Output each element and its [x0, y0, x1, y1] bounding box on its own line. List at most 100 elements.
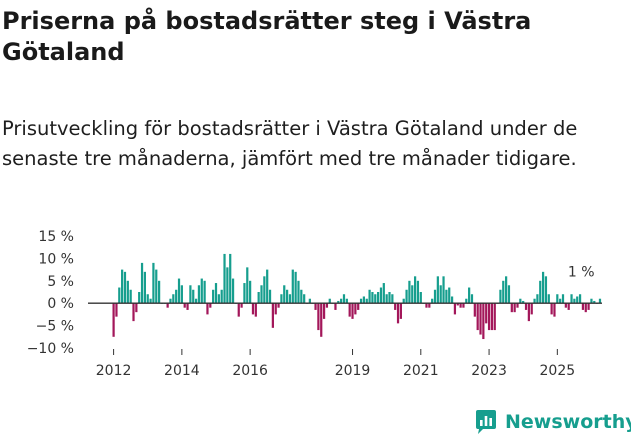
- x-tick-label: 2016: [232, 363, 268, 379]
- bar: [368, 289, 371, 304]
- bar: [220, 289, 223, 304]
- x-tick-label: 2019: [335, 363, 371, 379]
- bar: [587, 303, 590, 310]
- bar: [322, 303, 326, 319]
- bar: [285, 289, 289, 304]
- bar: [584, 303, 587, 313]
- bar: [402, 298, 405, 304]
- bar: [155, 269, 158, 304]
- bar: [183, 303, 186, 308]
- bar: [175, 289, 178, 304]
- bar: [123, 271, 127, 304]
- bar: [590, 298, 593, 304]
- bar: [212, 289, 215, 304]
- bar: [578, 294, 582, 304]
- bar: [192, 289, 195, 304]
- bar: [428, 303, 431, 308]
- bar: [519, 298, 522, 304]
- bar: [570, 294, 573, 304]
- x-tick-label: 2025: [540, 363, 576, 379]
- x-tick-label: 2021: [403, 363, 439, 379]
- bar: [177, 278, 181, 304]
- bar: [138, 292, 141, 304]
- latest-value-annotation: 1 %: [568, 265, 595, 281]
- bar: [206, 303, 209, 315]
- bar: [334, 303, 337, 310]
- bar: [189, 285, 192, 304]
- bar: [490, 303, 494, 331]
- y-tick-label: 10 %: [38, 251, 74, 267]
- bar: [328, 298, 331, 304]
- bar: [547, 294, 550, 304]
- bar: [359, 298, 363, 304]
- bar: [229, 253, 232, 304]
- bar: [268, 289, 272, 304]
- bar: [214, 283, 218, 304]
- bar: [468, 287, 471, 304]
- y-tick-label: 0 %: [47, 296, 74, 312]
- bar: [388, 292, 391, 304]
- bar: [118, 287, 121, 304]
- bar: [203, 280, 206, 304]
- bar: [399, 303, 402, 319]
- bar: [462, 303, 465, 308]
- bar: [371, 292, 374, 304]
- bar: [146, 294, 149, 304]
- bar: [194, 298, 198, 304]
- bar: [408, 280, 411, 304]
- bar: [541, 271, 545, 304]
- bar: [169, 298, 172, 304]
- bar: [450, 296, 454, 304]
- bar: [143, 271, 146, 304]
- bar: [459, 303, 462, 308]
- chart-title: Priserna på bostadsrätter steg i Västra …: [2, 7, 532, 66]
- bar: [425, 303, 428, 308]
- bar: [448, 287, 451, 304]
- bar: [522, 300, 525, 304]
- bar: [553, 303, 556, 317]
- chart-subtitle: Prisutveckling för bostadsrätter i Västr…: [2, 117, 578, 170]
- bar: [453, 303, 457, 315]
- bar: [129, 289, 132, 304]
- bar: [473, 303, 476, 317]
- x-axis: 2012 2014 2016 2019 2021 2023 2025: [96, 349, 575, 379]
- bar: [536, 294, 539, 304]
- bar: [405, 289, 408, 304]
- bar: [559, 298, 562, 304]
- bar: [533, 298, 536, 304]
- bar: [513, 303, 516, 313]
- bar: [485, 303, 488, 324]
- bar: [294, 271, 297, 304]
- bar: [456, 303, 459, 306]
- bar: [374, 294, 377, 304]
- brand-name: Newsworthy: [505, 411, 631, 433]
- x-tick-label: 2014: [164, 363, 200, 379]
- bar: [564, 303, 567, 308]
- bar: [385, 294, 388, 304]
- bar: [320, 303, 323, 337]
- bar: [487, 303, 491, 331]
- bar: [152, 262, 155, 304]
- bar: [442, 276, 445, 304]
- bar: [140, 262, 144, 304]
- bar: [416, 280, 420, 304]
- bar: [396, 303, 400, 324]
- newsworthy-logo-icon: [476, 410, 496, 434]
- bar: [303, 294, 306, 304]
- bar: [524, 303, 528, 310]
- bar: [377, 292, 380, 304]
- bar: [180, 285, 183, 304]
- bar: [135, 303, 138, 313]
- bar: [243, 283, 246, 304]
- bar: [246, 267, 249, 304]
- bar: [348, 303, 351, 317]
- bar: [539, 280, 542, 304]
- bar: [530, 303, 533, 315]
- bar: [482, 303, 485, 340]
- bar: [505, 276, 508, 304]
- newsworthy-logo[interactable]: Newsworthy: [474, 406, 631, 438]
- bar: [413, 276, 417, 304]
- y-tick-label: 15 %: [38, 229, 74, 245]
- y-tick-label: 5 %: [47, 274, 74, 290]
- y-tick-label: −5 %: [36, 319, 74, 335]
